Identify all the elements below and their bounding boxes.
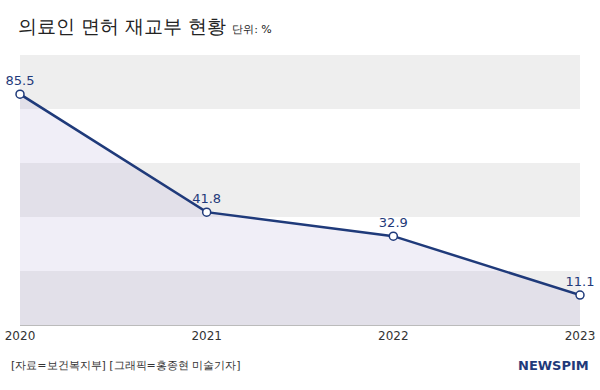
svg-text:2023: 2023 — [565, 329, 596, 343]
svg-text:2022: 2022 — [378, 329, 409, 343]
svg-text:41.8: 41.8 — [192, 191, 221, 206]
svg-text:2021: 2021 — [191, 329, 222, 343]
svg-text:85.5: 85.5 — [6, 73, 35, 88]
svg-text:[자료=보건복지부] [그래픽=홍종현 미술기자]: [자료=보건복지부] [그래픽=홍종현 미술기자] — [11, 359, 241, 372]
svg-text:32.9: 32.9 — [379, 215, 408, 230]
svg-text:NEWSPIM: NEWSPIM — [518, 358, 589, 373]
svg-text:11.1: 11.1 — [566, 274, 595, 289]
svg-text:2020: 2020 — [5, 329, 36, 343]
svg-text:의료인 면허 재교부 현황 단위: %: 의료인 면허 재교부 현황 단위: % — [18, 15, 272, 37]
